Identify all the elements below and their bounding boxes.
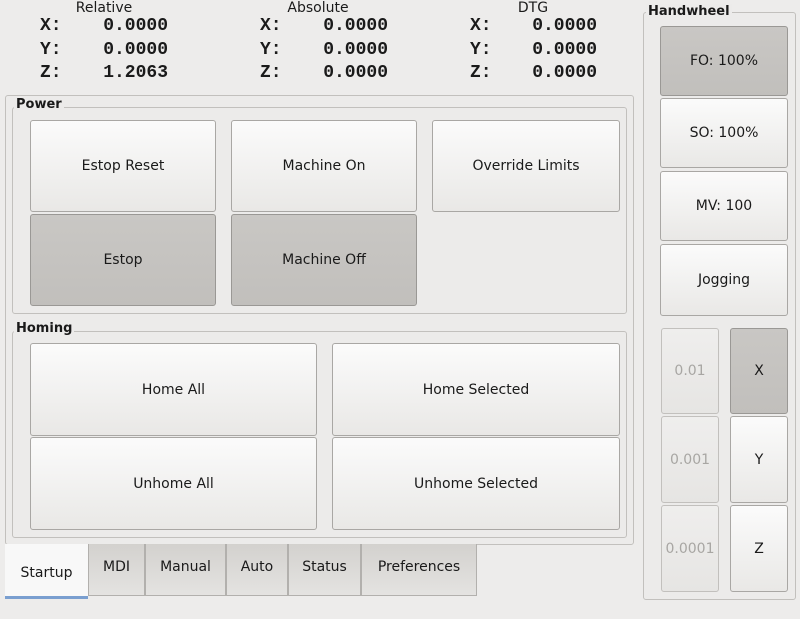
absolute-x-value: 0.0000 bbox=[323, 16, 388, 36]
axis-label: Z: bbox=[260, 63, 282, 83]
increment-0.001-button[interactable]: 0.001 bbox=[661, 416, 719, 503]
override-limits-button[interactable]: Override Limits bbox=[432, 120, 620, 212]
axis-label: Y: bbox=[40, 40, 62, 60]
feed-override-button[interactable]: FO: 100% bbox=[660, 26, 788, 96]
tab-status[interactable]: Status bbox=[288, 544, 361, 596]
relative-header: Relative bbox=[75, 0, 133, 16]
tab-manual[interactable]: Manual bbox=[145, 544, 226, 596]
tab-auto[interactable]: Auto bbox=[226, 544, 288, 596]
power-group-title: Power bbox=[14, 97, 64, 112]
machine-off-button[interactable]: Machine Off bbox=[231, 214, 417, 306]
axis-z-button[interactable]: Z bbox=[730, 505, 788, 592]
relative-y-value: 0.0000 bbox=[103, 40, 168, 60]
dtg-x-value: 0.0000 bbox=[532, 16, 597, 36]
relative-x-value: 0.0000 bbox=[103, 16, 168, 36]
machine-on-button[interactable]: Machine On bbox=[231, 120, 417, 212]
unhome-all-button[interactable]: Unhome All bbox=[30, 437, 317, 530]
home-all-button[interactable]: Home All bbox=[30, 343, 317, 436]
increment-0.0001-button[interactable]: 0.0001 bbox=[661, 505, 719, 592]
axis-label: Y: bbox=[260, 40, 282, 60]
spindle-override-button[interactable]: SO: 100% bbox=[660, 98, 788, 168]
axis-label: X: bbox=[470, 16, 492, 36]
estop-reset-button[interactable]: Estop Reset bbox=[30, 120, 216, 212]
max-velocity-button[interactable]: MV: 100 bbox=[660, 171, 788, 241]
jogging-button[interactable]: Jogging bbox=[660, 244, 788, 316]
increment-0.01-button[interactable]: 0.01 bbox=[661, 328, 719, 414]
axis-x-button[interactable]: X bbox=[730, 328, 788, 414]
axis-label: Y: bbox=[470, 40, 492, 60]
home-selected-button[interactable]: Home Selected bbox=[332, 343, 620, 436]
absolute-header: Absolute bbox=[287, 0, 349, 16]
dtg-header: DTG bbox=[517, 0, 549, 16]
handwheel-title: Handwheel bbox=[646, 4, 732, 19]
tab-preferences[interactable]: Preferences bbox=[361, 544, 477, 596]
axis-label: X: bbox=[260, 16, 282, 36]
unhome-selected-button[interactable]: Unhome Selected bbox=[332, 437, 620, 530]
relative-z-value: 1.2063 bbox=[103, 63, 168, 83]
dtg-y-value: 0.0000 bbox=[532, 40, 597, 60]
tab-mdi[interactable]: MDI bbox=[88, 544, 145, 596]
axis-label: Z: bbox=[40, 63, 62, 83]
homing-group-title: Homing bbox=[14, 321, 75, 336]
axis-label: Z: bbox=[470, 63, 492, 83]
dtg-z-value: 0.0000 bbox=[532, 63, 597, 83]
estop-button[interactable]: Estop bbox=[30, 214, 216, 306]
axis-label: X: bbox=[40, 16, 62, 36]
tab-startup[interactable]: Startup bbox=[5, 544, 88, 599]
absolute-z-value: 0.0000 bbox=[323, 63, 388, 83]
absolute-y-value: 0.0000 bbox=[323, 40, 388, 60]
axis-y-button[interactable]: Y bbox=[730, 416, 788, 503]
